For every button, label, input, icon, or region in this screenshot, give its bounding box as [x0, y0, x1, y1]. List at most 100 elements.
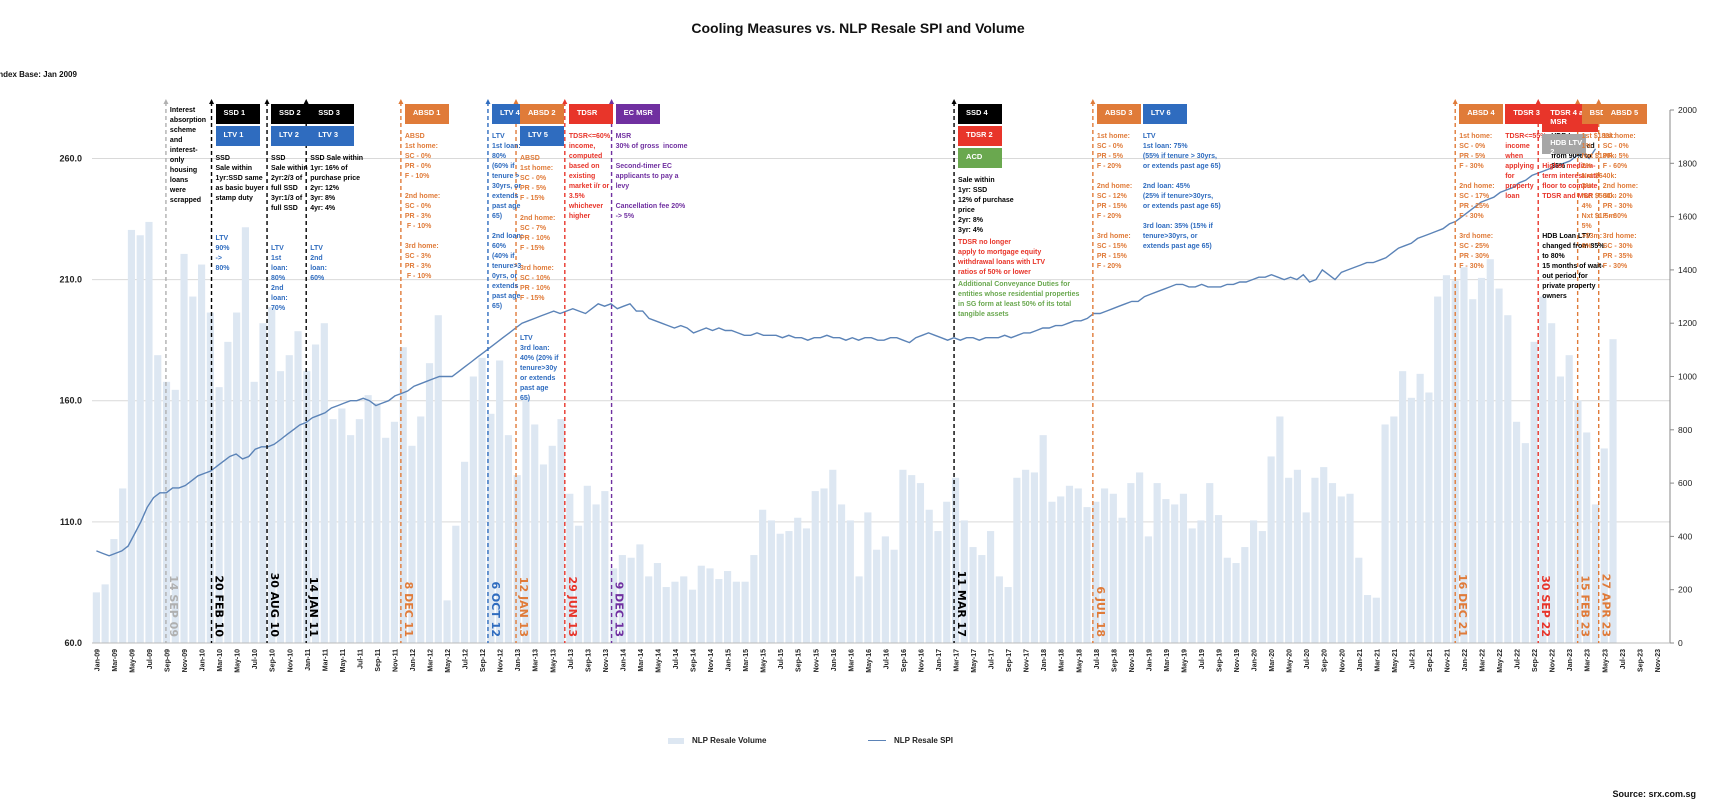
volume-bar	[618, 555, 626, 643]
volume-bar	[1083, 507, 1091, 643]
annotation-note-line: loan:	[271, 295, 288, 302]
x-tick-label: Sep-11	[375, 649, 382, 672]
volume-bar	[566, 493, 574, 643]
annotation-note-line: LTV	[215, 235, 229, 242]
annotation-note-line: housing	[169, 167, 198, 174]
annotation-note-line: 1yr:SSD same	[215, 175, 263, 182]
volume-bar	[417, 416, 425, 643]
volume-bar	[1486, 259, 1494, 643]
x-tick-label: May-09	[129, 649, 136, 673]
annotation-note-line: 3rd home:	[1459, 233, 1494, 240]
annotation-note-line: scrapped	[169, 197, 202, 204]
annotation-note: TDSR<=55% income when applying for property lo…	[1505, 132, 1546, 202]
annotation-note: LTV 2nd loan: 60%	[310, 244, 327, 284]
chart-title: Cooling Measures vs. NLP Resale SPI and …	[691, 20, 1025, 36]
x-tick-label: Jan-09	[94, 649, 101, 671]
annotation-note-line: F - 10%	[404, 273, 432, 280]
volume-bar	[443, 600, 451, 643]
annotation-note: MSR 30% of gross income Second-timer EC ap…	[616, 132, 688, 222]
annotation-note-line: ratios of 50% or lower	[958, 269, 1031, 276]
annotation-note-line: 65)	[491, 213, 503, 220]
annotation-note-line: Second-timer EC	[615, 163, 672, 170]
event-arrow-icon	[1596, 99, 1602, 104]
annotation-note-line: 1st home:	[1096, 133, 1130, 140]
x-tick-label: Jan-16	[831, 649, 838, 671]
right-tick-label: 2000	[1678, 105, 1697, 115]
x-tick-label: Jan-12	[410, 649, 417, 671]
volume-bar	[943, 501, 951, 643]
volume-bar	[390, 421, 399, 643]
annotation-note: TDSR<=60% income, computed based on existing…	[569, 132, 610, 222]
annotation-note-line: MSR	[615, 133, 632, 140]
annotation-note-line	[1459, 222, 1494, 232]
annotation-note-line: PR - 5%	[520, 185, 547, 192]
right-tick-label: 400	[1678, 531, 1692, 541]
x-tick-label: Mar-11	[322, 649, 329, 671]
volume-bar	[785, 531, 793, 643]
volume-bar	[1442, 275, 1451, 643]
volume-bar	[1425, 392, 1433, 643]
annotation-note-line: 3%	[1581, 183, 1592, 190]
annotation-note-line: SC - 0%	[1096, 143, 1123, 150]
volume-bar	[688, 589, 697, 643]
annotation-note-line: 5%	[1581, 223, 1592, 230]
measure-tag: ABSD 1	[404, 104, 449, 124]
volume-bar	[180, 253, 188, 643]
annotation-note-line: 0yrs, or	[491, 273, 518, 280]
volume-bar	[610, 568, 618, 643]
annotation-note-line: Sale within	[215, 165, 253, 172]
annotation-note-line: 2nd loan:	[491, 233, 524, 240]
volume-bar	[574, 525, 583, 643]
annotation-note-line: 1yr: 16% of	[310, 165, 348, 172]
volume-bar	[355, 419, 363, 643]
annotation-note-line: 1st $180k:	[1581, 133, 1616, 140]
annotation-note: LTV 90% -> 80%	[216, 234, 230, 274]
x-tick-label: Nov-17	[1024, 649, 1031, 672]
volume-bar	[1539, 296, 1547, 643]
legend-spi-label: NLP Resale SPI	[894, 736, 953, 745]
volume-bar	[1293, 469, 1301, 643]
annotation-note: LTV 1st loan: 80% (60% if tenure > 30yrs, or e…	[492, 132, 523, 312]
x-tick-label: May-10	[235, 649, 242, 673]
event-arrow-icon	[562, 99, 568, 104]
annotation-note-line: 2nd home:	[1096, 183, 1133, 190]
event-date-label: 12 JAN 13	[517, 577, 530, 637]
x-tick-label: Nov-19	[1234, 649, 1241, 672]
annotation-note-line: 3.5%	[568, 193, 585, 200]
annotation-note-line: tenure>30yrs, or	[1142, 233, 1198, 240]
volume-bar	[1583, 432, 1591, 643]
x-tick-label: Mar-23	[1585, 649, 1592, 672]
x-tick-label: Jan-21	[1357, 649, 1364, 671]
x-tick-label: Jul-15	[778, 649, 785, 669]
x-tick-label: Sep-17	[1006, 649, 1013, 672]
left-tick-label: 210.0	[59, 275, 82, 285]
annotation-note-line: PR - 5%	[1602, 153, 1629, 160]
left-tick-label: 60.0	[64, 638, 82, 648]
annotation-note-line: (25% if tenure>30yrs,	[1142, 193, 1214, 200]
measure-tag: ABSD 5	[1602, 104, 1647, 124]
annotation-note: SSD Sale within 1yr: 16% of purchase price…	[310, 154, 363, 214]
annotation-note-line: F - 30%	[1459, 263, 1484, 270]
annotation-note-line: full SSD	[271, 205, 298, 212]
volume-bar	[1565, 355, 1573, 643]
volume-bar	[478, 357, 486, 643]
volume-bar	[671, 581, 679, 643]
annotation-note-line: computed	[568, 153, 603, 160]
x-tick-label: Jul-23	[1620, 649, 1627, 669]
volume-bar	[837, 504, 846, 643]
volume-bar	[206, 312, 214, 643]
annotation-note-line: 90%	[215, 245, 230, 252]
volume-bar	[960, 520, 968, 643]
measure-tag: SSD 2	[271, 104, 316, 124]
volume-bar	[241, 227, 249, 643]
annotation-note: ABSD 1st home: SC - 0% PR - 5% F - 15% 2nd h…	[520, 154, 555, 304]
annotation-note-line: 1st home:	[1602, 133, 1636, 140]
volume-bar	[820, 488, 828, 643]
annotation-note-line: extends	[491, 193, 519, 200]
annotation-note: Sale within 1yr: SSD 12% of purchase price 2…	[958, 176, 1014, 236]
annotation-note-line: from 90% to	[1551, 153, 1592, 160]
x-tick-label: Jul-09	[147, 649, 154, 669]
annotation-note-line: based on	[568, 163, 600, 170]
annotation-note-line: F - 20%	[1096, 213, 1122, 220]
x-tick-label: Sep-10	[270, 649, 277, 672]
